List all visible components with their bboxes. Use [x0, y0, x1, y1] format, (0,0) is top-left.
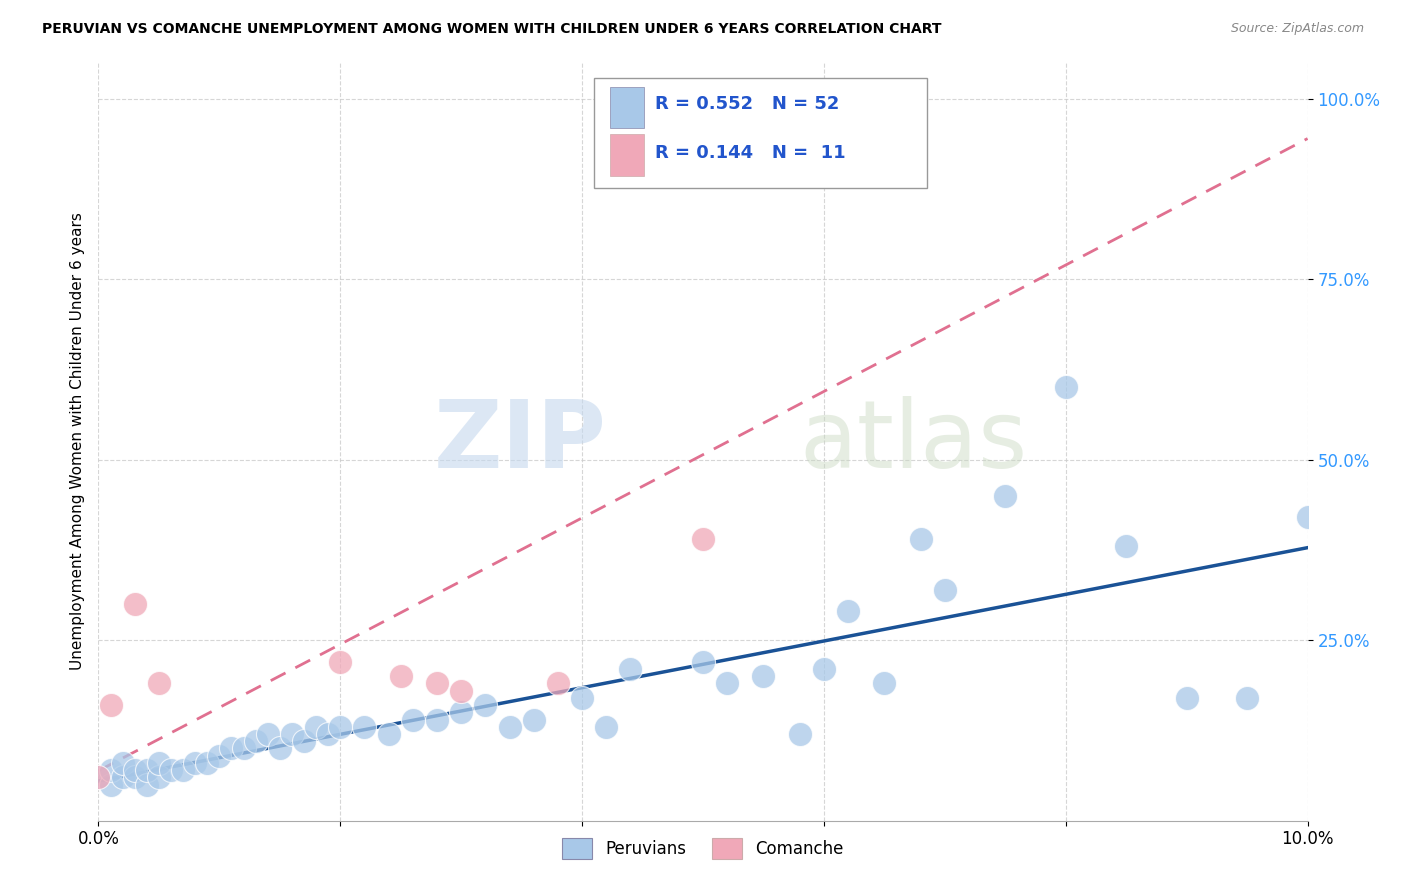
- Point: [172, 763, 194, 777]
- Point: [450, 706, 472, 720]
- Point: [474, 698, 496, 712]
- Point: [789, 727, 811, 741]
- Point: [1054, 380, 1077, 394]
- Point: [450, 683, 472, 698]
- Point: [124, 763, 146, 777]
- Point: [934, 582, 956, 597]
- Point: [619, 662, 641, 676]
- Point: [281, 727, 304, 741]
- Point: [813, 662, 835, 676]
- Point: [111, 770, 134, 784]
- Point: [402, 713, 425, 727]
- Point: [148, 756, 170, 770]
- Point: [873, 676, 896, 690]
- Point: [100, 778, 122, 792]
- Point: [124, 597, 146, 611]
- Point: [148, 770, 170, 784]
- Text: R = 0.144   N =  11: R = 0.144 N = 11: [655, 145, 845, 162]
- Text: ZIP: ZIP: [433, 395, 606, 488]
- Point: [1296, 510, 1319, 524]
- Point: [87, 770, 110, 784]
- Point: [873, 91, 896, 105]
- Point: [692, 655, 714, 669]
- Point: [377, 727, 399, 741]
- Y-axis label: Unemployment Among Women with Children Under 6 years: Unemployment Among Women with Children U…: [69, 212, 84, 671]
- Point: [498, 720, 520, 734]
- Point: [316, 727, 339, 741]
- Point: [100, 763, 122, 777]
- Point: [389, 669, 412, 683]
- Point: [994, 489, 1017, 503]
- Point: [329, 720, 352, 734]
- Point: [329, 655, 352, 669]
- Point: [292, 734, 315, 748]
- Point: [256, 727, 278, 741]
- Point: [1236, 690, 1258, 705]
- Point: [353, 720, 375, 734]
- Point: [195, 756, 218, 770]
- FancyBboxPatch shape: [610, 135, 644, 177]
- FancyBboxPatch shape: [595, 78, 927, 187]
- Point: [124, 770, 146, 784]
- Point: [184, 756, 207, 770]
- FancyBboxPatch shape: [610, 87, 644, 128]
- Point: [752, 669, 775, 683]
- Point: [692, 532, 714, 546]
- Point: [160, 763, 183, 777]
- Point: [305, 720, 328, 734]
- Text: atlas: atlas: [800, 395, 1028, 488]
- Point: [910, 532, 932, 546]
- Point: [837, 604, 859, 618]
- Point: [87, 770, 110, 784]
- Point: [1175, 690, 1198, 705]
- Point: [523, 713, 546, 727]
- Point: [148, 676, 170, 690]
- Point: [232, 741, 254, 756]
- Text: R = 0.552   N = 52: R = 0.552 N = 52: [655, 95, 839, 113]
- Point: [716, 676, 738, 690]
- Point: [269, 741, 291, 756]
- Point: [426, 713, 449, 727]
- Text: Source: ZipAtlas.com: Source: ZipAtlas.com: [1230, 22, 1364, 36]
- Point: [571, 690, 593, 705]
- Point: [135, 778, 157, 792]
- Point: [111, 756, 134, 770]
- Point: [1115, 539, 1137, 553]
- Point: [245, 734, 267, 748]
- Legend: Peruvians, Comanche: Peruvians, Comanche: [555, 831, 851, 865]
- Point: [135, 763, 157, 777]
- Point: [426, 676, 449, 690]
- Text: PERUVIAN VS COMANCHE UNEMPLOYMENT AMONG WOMEN WITH CHILDREN UNDER 6 YEARS CORREL: PERUVIAN VS COMANCHE UNEMPLOYMENT AMONG …: [42, 22, 942, 37]
- Point: [208, 748, 231, 763]
- Point: [595, 720, 617, 734]
- Point: [547, 676, 569, 690]
- Point: [100, 698, 122, 712]
- Point: [221, 741, 243, 756]
